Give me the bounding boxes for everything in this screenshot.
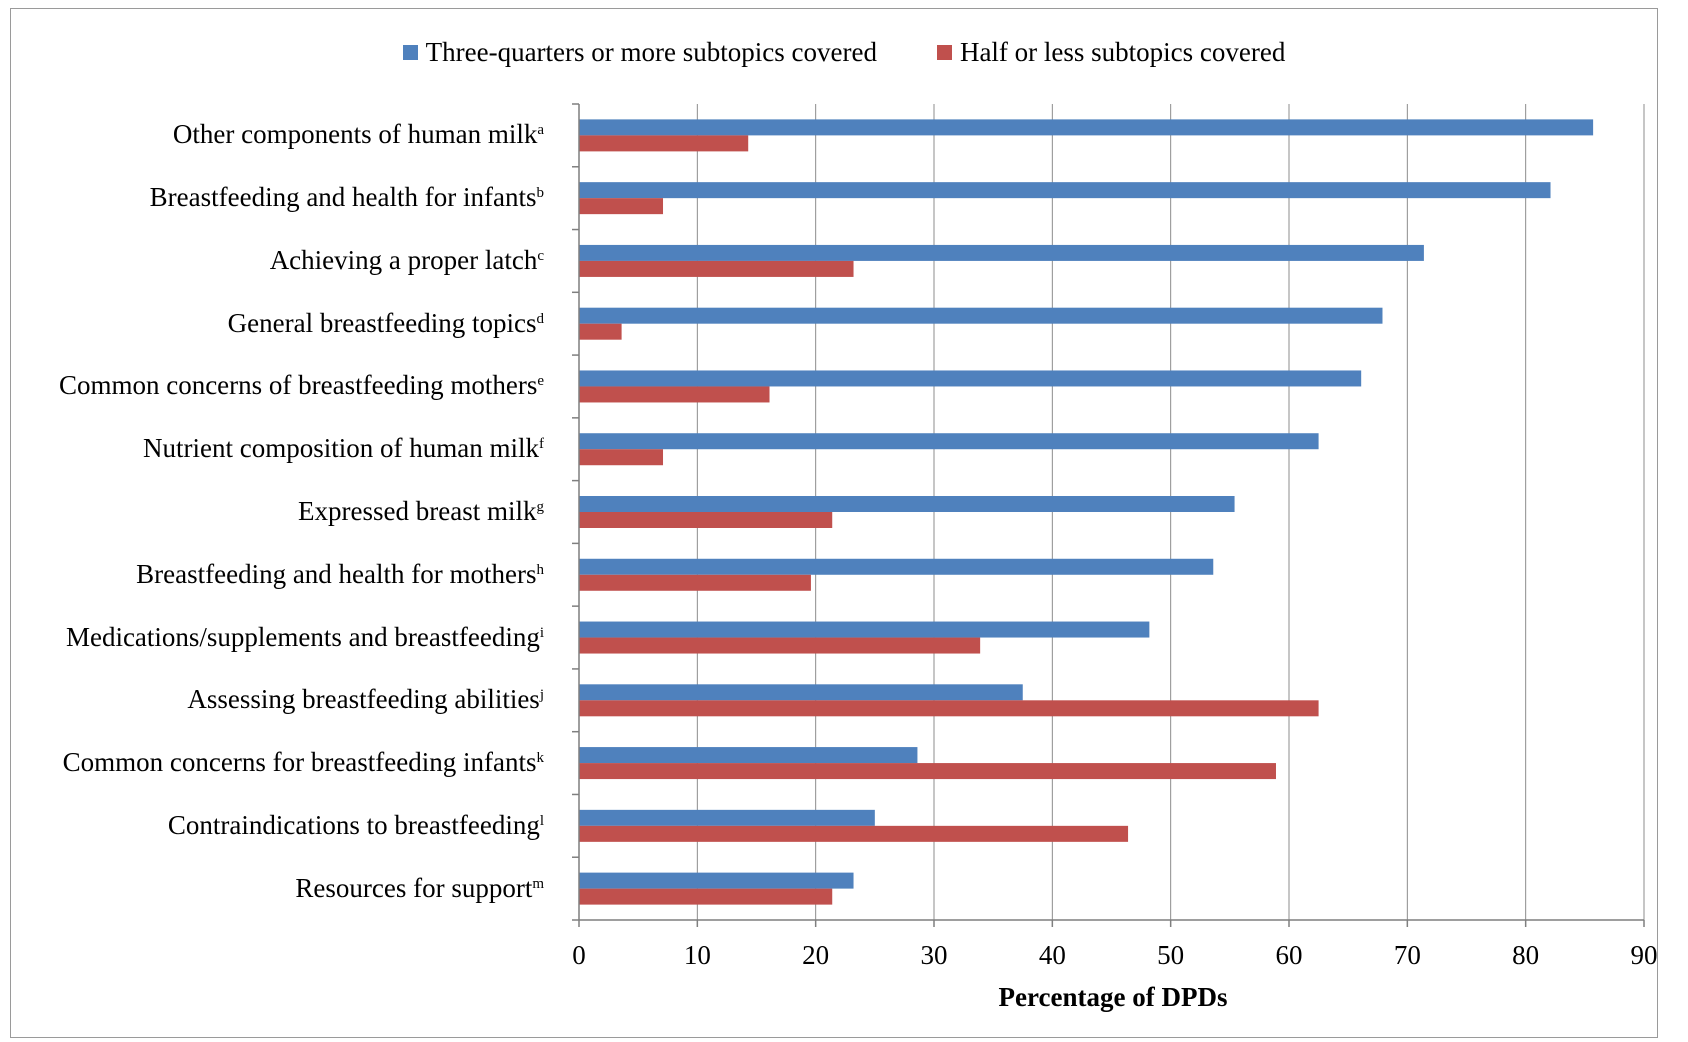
x-tick-label-50: 50 bbox=[1157, 940, 1185, 970]
category-label-3: General breastfeeding topicsd bbox=[227, 307, 545, 338]
x-tick-label-20: 20 bbox=[802, 940, 830, 970]
category-label-text-9: Assessing breastfeeding abilities bbox=[187, 684, 540, 715]
legend-swatch-half-or-less bbox=[936, 44, 952, 60]
category-label-text-1: Breastfeeding and health for infants bbox=[149, 182, 537, 213]
x-tick-label-10: 10 bbox=[683, 940, 711, 970]
category-label-text-7: Breastfeeding and health for mothers bbox=[136, 558, 537, 589]
category-label-2: Achieving a proper latchc bbox=[269, 244, 544, 275]
x-tick-label-90: 90 bbox=[1630, 940, 1658, 970]
category-label-1: Breastfeeding and health for infantsb bbox=[150, 184, 544, 211]
category-label-text-8: Medications/supplements and breastfeedin… bbox=[65, 621, 540, 652]
category-label-12: Resources for supportm bbox=[295, 872, 544, 903]
bar-half-or-less-4 bbox=[579, 386, 770, 403]
category-footnote-0: a bbox=[537, 122, 544, 139]
bar-three-quarters-10 bbox=[579, 747, 918, 764]
bar-half-or-less-2 bbox=[579, 260, 854, 277]
category-label-10: Common concerns for breastfeeding infant… bbox=[63, 749, 544, 776]
x-tick-label-40: 40 bbox=[1038, 940, 1066, 970]
category-footnote-2: c bbox=[537, 247, 544, 264]
bar-half-or-less-6 bbox=[579, 512, 833, 528]
bar-three-quarters-3 bbox=[579, 307, 1383, 324]
bar-three-quarters-6 bbox=[579, 496, 1235, 512]
category-label-text-3: General breastfeeding topics bbox=[227, 307, 537, 338]
category-label-text-0: Other components of human milk bbox=[172, 119, 538, 150]
bar-three-quarters-8 bbox=[579, 621, 1150, 638]
bar-three-quarters-11 bbox=[579, 809, 875, 826]
bar-three-quarters-2 bbox=[579, 244, 1424, 261]
bar-three-quarters-0 bbox=[579, 119, 1594, 136]
category-footnote-8: i bbox=[539, 624, 544, 641]
bar-half-or-less-12 bbox=[579, 888, 833, 905]
x-tick-label-80: 80 bbox=[1512, 940, 1540, 970]
category-label-text-5: Nutrient composition of human milk bbox=[143, 433, 539, 464]
category-label-5: Nutrient composition of human milkf bbox=[143, 435, 544, 462]
bar-half-or-less-7 bbox=[579, 574, 811, 591]
category-label-text-4: Common concerns of breastfeeding mothers bbox=[58, 370, 538, 401]
category-footnote-3: d bbox=[536, 310, 545, 327]
category-label-6: Expressed breast milkg bbox=[298, 498, 544, 525]
bar-half-or-less-3 bbox=[579, 323, 622, 340]
bar-three-quarters-12 bbox=[579, 872, 854, 889]
legend-label-three-quarters: Three-quarters or more subtopics covered bbox=[425, 36, 877, 67]
category-label-0: Other components of human milka bbox=[173, 121, 544, 148]
category-footnote-9: j bbox=[539, 687, 544, 704]
category-label-11: Contraindications to breastfeedingl bbox=[167, 809, 544, 840]
bar-three-quarters-4 bbox=[579, 370, 1362, 387]
category-footnote-7: h bbox=[536, 561, 545, 578]
bar-three-quarters-7 bbox=[579, 558, 1214, 575]
bar-half-or-less-9 bbox=[579, 700, 1319, 717]
category-footnote-6: g bbox=[536, 499, 545, 515]
bar-half-or-less-5 bbox=[579, 449, 664, 466]
category-footnote-1: b bbox=[536, 185, 545, 202]
bar-three-quarters-5 bbox=[579, 433, 1319, 450]
category-footnote-4: e bbox=[537, 373, 544, 390]
legend-swatch-three-quarters bbox=[402, 44, 418, 60]
category-label-7: Breastfeeding and health for mothersh bbox=[136, 558, 545, 589]
bar-half-or-less-0 bbox=[579, 135, 749, 152]
x-axis-title-text: Percentage of DPDs bbox=[998, 982, 1228, 1012]
bar-three-quarters-9 bbox=[579, 684, 1023, 701]
category-footnote-5: f bbox=[539, 436, 544, 453]
category-footnote-11: l bbox=[539, 812, 544, 829]
legend-item-three-quarters: Three-quarters or more subtopics covered bbox=[402, 36, 877, 68]
category-footnote-12: m bbox=[532, 875, 544, 892]
category-label-4: Common concerns of breastfeeding mothers… bbox=[59, 372, 544, 399]
chart-frame bbox=[10, 8, 1658, 1038]
legend-item-half-or-less: Half or less subtopics covered bbox=[936, 36, 1286, 68]
x-tick-label-0: 0 bbox=[572, 940, 586, 970]
legend-label-half-or-less: Half or less subtopics covered bbox=[959, 36, 1286, 67]
category-label-text-2: Achieving a proper latch bbox=[269, 244, 538, 275]
x-tick-label-70: 70 bbox=[1393, 940, 1421, 970]
bar-half-or-less-8 bbox=[579, 637, 981, 654]
bar-half-or-less-11 bbox=[579, 825, 1129, 842]
bar-half-or-less-10 bbox=[579, 763, 1276, 780]
category-label-text-6: Expressed breast milk bbox=[298, 496, 537, 526]
category-label-text-12: Resources for support bbox=[295, 872, 533, 903]
bar-half-or-less-1 bbox=[579, 198, 664, 215]
category-label-text-10: Common concerns for breastfeeding infant… bbox=[62, 747, 537, 778]
category-label-9: Assessing breastfeeding abilitiesj bbox=[187, 686, 544, 713]
x-tick-label-30: 30 bbox=[920, 940, 948, 970]
bar-three-quarters-1 bbox=[579, 182, 1551, 199]
category-label-text-11: Contraindications to breastfeeding bbox=[167, 809, 540, 840]
legend: Three-quarters or more subtopics covered… bbox=[0, 34, 1688, 70]
category-footnote-10: k bbox=[536, 750, 545, 767]
category-label-8: Medications/supplements and breastfeedin… bbox=[65, 621, 544, 652]
x-tick-label-60: 60 bbox=[1275, 940, 1303, 970]
